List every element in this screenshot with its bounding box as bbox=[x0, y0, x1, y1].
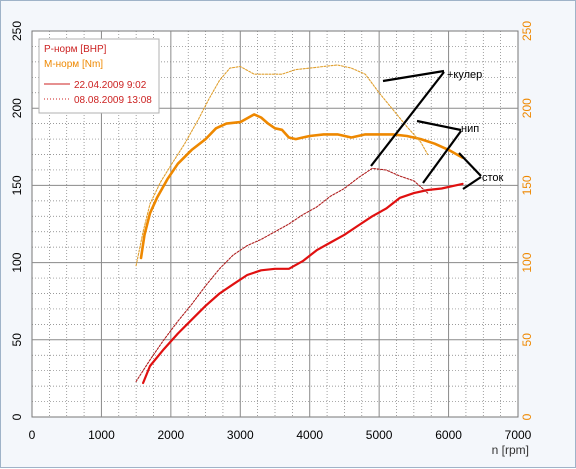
y-axis-right-ticks: 0 50 100 150 200 250 bbox=[520, 21, 534, 421]
y-left-tick-label: 0 bbox=[10, 413, 24, 420]
y-right-tick-label: 200 bbox=[520, 98, 534, 118]
legend-run2-label: 08.08.2009 13:08 bbox=[74, 95, 152, 106]
y-right-tick-label: 50 bbox=[520, 333, 534, 347]
minor-grid bbox=[32, 31, 518, 417]
annotation-cooler: +кулер bbox=[447, 69, 482, 81]
y-left-tick-label: 50 bbox=[10, 333, 24, 347]
legend-run1-label: 22.04.2009 9:02 bbox=[74, 80, 147, 91]
x-tick-label: 2000 bbox=[158, 428, 185, 442]
x-tick-label: 5000 bbox=[366, 428, 393, 442]
y-axis-left-ticks: 0 50 100 150 200 250 bbox=[10, 21, 24, 421]
series-layer bbox=[135, 64, 464, 385]
legend-box bbox=[38, 38, 160, 114]
x-tick-label: 6000 bbox=[435, 428, 462, 442]
annotation-stock: сток bbox=[482, 172, 504, 184]
x-tick-label: 7000 bbox=[505, 428, 532, 442]
annotation-layer: +кулер нип сток bbox=[370, 69, 504, 190]
y-right-tick-label: 100 bbox=[520, 252, 534, 272]
legend: P-норм [BHP] M-норм [Nm] 22.04.2009 9:02… bbox=[38, 38, 160, 114]
annotation-arrow-nip-1 bbox=[416, 119, 462, 132]
annotation-nip: нип bbox=[461, 123, 479, 135]
y-left-tick-label: 250 bbox=[10, 21, 24, 41]
series-torque-run2 bbox=[135, 64, 429, 267]
y-right-tick-label: 0 bbox=[520, 413, 534, 420]
annotation-arrow-nip-2 bbox=[422, 130, 462, 184]
annotation-arrow-cooler-2 bbox=[370, 71, 445, 167]
y-left-tick-label: 150 bbox=[10, 175, 24, 195]
legend-quantity-torque: M-норм [Nm] bbox=[44, 59, 103, 70]
x-tick-label: 1000 bbox=[88, 428, 115, 442]
x-axis-ticks: 0 1000 2000 3000 4000 5000 6000 7000 bbox=[29, 428, 532, 442]
annotation-arrow-stock-2 bbox=[462, 176, 482, 190]
annotation-arrow-cooler-1 bbox=[382, 69, 445, 83]
x-axis-label: n [rpm] bbox=[492, 443, 529, 457]
x-tick-label: 4000 bbox=[296, 428, 323, 442]
y-left-tick-label: 100 bbox=[10, 252, 24, 272]
y-right-tick-label: 250 bbox=[520, 21, 534, 41]
series-power-run1 bbox=[142, 182, 464, 385]
y-right-tick-label: 150 bbox=[520, 175, 534, 195]
legend-quantity-power: P-норм [BHP] bbox=[44, 44, 107, 55]
series-power-run2 bbox=[135, 167, 429, 383]
x-tick-label: 3000 bbox=[227, 428, 254, 442]
annotation-arrow-stock-1 bbox=[458, 152, 482, 177]
series-torque-run1 bbox=[139, 113, 464, 260]
x-tick-label: 0 bbox=[29, 428, 36, 442]
y-left-tick-label: 200 bbox=[10, 98, 24, 118]
